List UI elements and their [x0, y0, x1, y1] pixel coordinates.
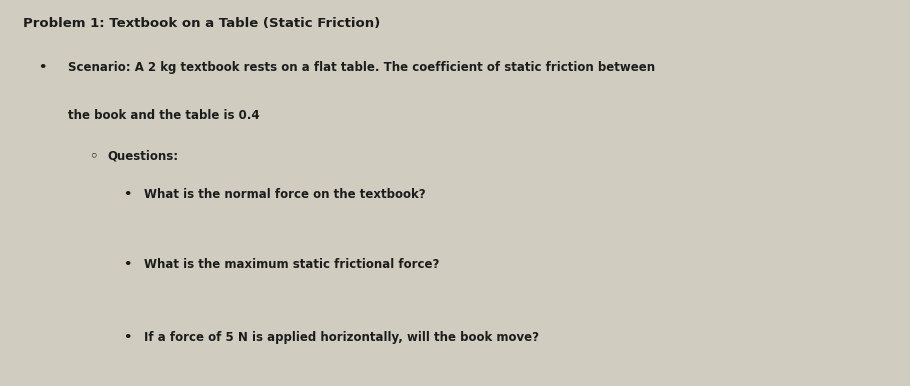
Text: Questions:: Questions:: [107, 150, 178, 163]
Text: •: •: [123, 258, 131, 271]
Text: Problem 1: Textbook on a Table (Static Friction): Problem 1: Textbook on a Table (Static F…: [23, 17, 380, 30]
Text: the book and the table is 0.4: the book and the table is 0.4: [68, 109, 260, 122]
Text: Scenario: A 2 kg textbook rests on a flat table. The coefficient of static frict: Scenario: A 2 kg textbook rests on a fla…: [68, 61, 655, 74]
Text: What is the maximum static frictional force?: What is the maximum static frictional fo…: [144, 258, 440, 271]
Text: •: •: [38, 61, 46, 74]
Text: What is the normal force on the textbook?: What is the normal force on the textbook…: [144, 188, 425, 201]
Text: •: •: [123, 331, 131, 344]
Text: •: •: [123, 188, 131, 201]
Text: If a force of 5 N is applied horizontally, will the book move?: If a force of 5 N is applied horizontall…: [144, 331, 539, 344]
Text: ◦: ◦: [89, 150, 97, 163]
